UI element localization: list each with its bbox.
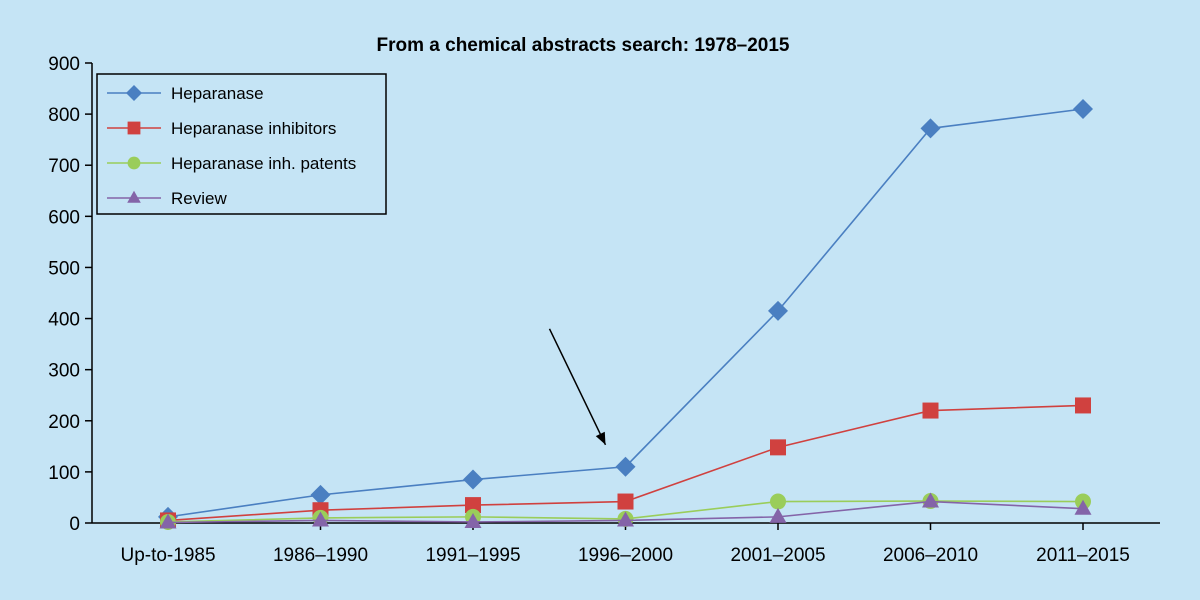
legend-label-heparanase: Heparanase	[171, 84, 264, 103]
point-review-1991-1995	[464, 512, 482, 528]
chart-title: From a chemical abstracts search: 1978–2…	[377, 35, 790, 56]
legend-marker-heparanase-inh-patents	[127, 156, 141, 170]
point-heparanase-inh-patents-2001-2005	[770, 493, 786, 510]
point-review-1996-2000	[617, 511, 634, 527]
point-heparanase-2011-2015	[1073, 99, 1093, 119]
legend-item-review: Review	[107, 189, 227, 208]
annotation-layer	[548, 328, 607, 446]
point-review-up-to-1985	[159, 513, 177, 529]
y-tick-label-100: 100	[48, 463, 80, 484]
x-tick-label-2006-2010: 2006–2010	[883, 545, 978, 566]
point-heparanase-2001-2005	[768, 300, 788, 321]
series-layer	[158, 99, 1093, 530]
y-tick-label-900: 900	[48, 54, 80, 75]
x-tick-label-1986-1990: 1986–1990	[273, 545, 368, 566]
legend-item-heparanase: Heparanase	[107, 84, 264, 103]
y-tick-label-800: 800	[48, 105, 80, 126]
legend-label-heparanase-inh-patents: Heparanase inh. patents	[171, 154, 356, 173]
legend-label-review: Review	[171, 189, 227, 208]
point-heparanase-inhibitors-1996-2000	[617, 493, 634, 510]
point-heparanase-inhibitors-2011-2015	[1075, 397, 1091, 414]
point-heparanase-2006-2010	[920, 118, 941, 139]
legend: Heparanase Heparanase inhibitors Heparanas…	[96, 73, 387, 215]
y-tick-label-0: 0	[69, 514, 80, 535]
legend-marker-review	[127, 190, 141, 203]
point-review-2001-2005	[769, 507, 787, 523]
legend-box	[96, 73, 387, 215]
point-review-2006-2010	[922, 492, 939, 508]
y-tick-label-300: 300	[48, 361, 80, 382]
legend-item-heparanase-inhibitors: Heparanase inhibitors	[107, 119, 336, 138]
point-heparanase-inhibitors-2001-2005	[770, 439, 786, 456]
x-tick-label-2011-2015: 2011–2015	[1036, 545, 1130, 566]
y-tick-label-700: 700	[48, 156, 80, 177]
y-tick-label-500: 500	[48, 258, 80, 279]
x-tick-label-up-to-1985: Up-to-1985	[120, 545, 215, 566]
legend-label-heparanase-inhibitors: Heparanase inhibitors	[171, 119, 336, 138]
point-review-2011-2015	[1074, 499, 1092, 515]
annotation-arrow	[548, 328, 607, 446]
y-tick-label-400: 400	[48, 310, 80, 331]
y-tick-label-200: 200	[48, 412, 80, 433]
y-tick-label-600: 600	[48, 207, 80, 228]
x-tick-label-1991-1995: 1991–1995	[425, 545, 520, 566]
legend-item-heparanase-inh-patents: Heparanase inh. patents	[107, 154, 356, 173]
x-tick-label-2001-2005: 2001–2005	[730, 545, 825, 566]
axes: 0 100 200 300 400 500 600 700 800 900 Up-to-1985 19…	[48, 54, 1160, 566]
point-heparanase-1991-1995	[463, 469, 483, 490]
point-heparanase-inhibitors-1991-1995	[465, 497, 481, 514]
point-review-1986-1990	[312, 511, 329, 527]
x-tick-label-1996-2000: 1996–2000	[578, 545, 673, 566]
series-heparanase	[158, 99, 1093, 527]
point-heparanase-1996-2000	[615, 456, 636, 477]
series-review	[159, 492, 1092, 529]
point-heparanase-inhibitors-2006-2010	[922, 402, 939, 419]
point-heparanase-1986-1990	[310, 484, 331, 505]
legend-marker-heparanase-inhibitors	[127, 121, 141, 135]
legend-marker-heparanase	[126, 85, 142, 101]
